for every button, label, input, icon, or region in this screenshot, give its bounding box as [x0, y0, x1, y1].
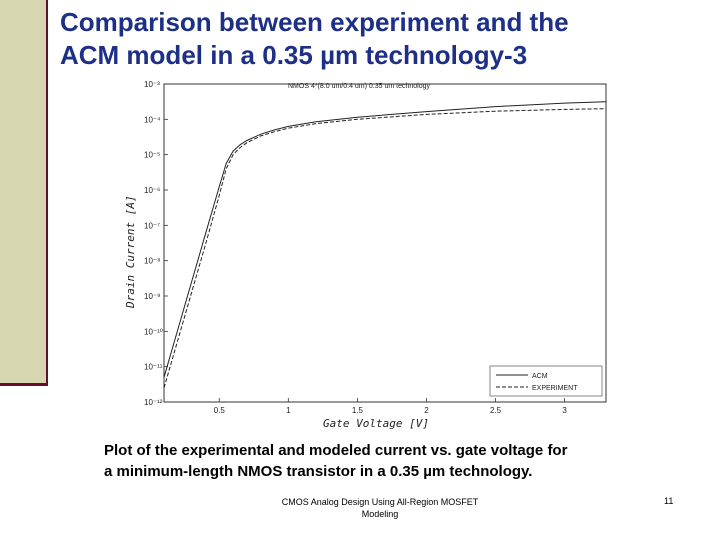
slide-title-line-1: Comparison between experiment and the [60, 7, 569, 37]
footer-line-1: CMOS Analog Design Using All-Region MOSF… [281, 497, 479, 507]
y-tick-label: 10⁻⁶ [144, 186, 160, 195]
slide-title-line-2: ACM model in a 0.35 µm technology-3 [60, 40, 528, 70]
slide-footer: CMOS Analog Design Using All-Region MOSF… [250, 496, 510, 520]
figure-caption: Plot of the experimental and modeled cur… [104, 440, 684, 482]
chart-legend: ACM EXPERIMENT [489, 365, 603, 397]
x-tick-label: 1.5 [352, 406, 364, 415]
legend-experiment-label: EXPERIMENT [532, 385, 578, 392]
x-tick-label: 2 [424, 406, 429, 415]
y-tick-label: 10⁻⁵ [144, 151, 160, 160]
page-number: 11 [664, 496, 674, 506]
slide-title: Comparison between experiment and the AC… [60, 6, 710, 72]
y-tick-label: 10⁻⁸ [144, 257, 161, 266]
caption-line-2: a minimum-length NMOS transistor in a 0.… [104, 463, 533, 480]
legend-acm-label: ACM [532, 373, 548, 380]
chart-svg: NMOS 4*(8.0 um/0.4 um) 0.35 um technolog… [124, 80, 607, 430]
legend-box [489, 365, 603, 397]
y-tick-label: 10⁻⁹ [144, 292, 161, 301]
footer-line-2: Modeling [361, 509, 399, 519]
y-tick-label: 10⁻¹¹ [144, 363, 163, 372]
slide-sidebar [0, 0, 48, 384]
chart-series [163, 101, 607, 389]
x-tick-label: 1 [286, 406, 291, 415]
x-tick-label: 3 [562, 406, 567, 415]
caption-line-1: Plot of the experimental and modeled cur… [104, 442, 568, 459]
x-tick-label: 2.5 [490, 406, 502, 415]
y-tick-label: 10⁻³ [144, 80, 160, 89]
drain-current-chart: NMOS 4*(8.0 um/0.4 um) 0.35 um technolog… [118, 78, 618, 434]
x-axis-label: Gate Voltage [V] [323, 417, 429, 430]
x-axis-ticks: 0.5 1 1.5 2 2.5 3 [214, 398, 567, 415]
plot-frame [163, 83, 607, 403]
y-axis-ticks: 10⁻³ 10⁻⁴ 10⁻⁵ 10⁻⁶ 10⁻⁷ 10⁻⁸ 10⁻⁹ 10⁻¹⁰ 10⁻¹¹ 10… [144, 80, 168, 407]
series-line-experiment [163, 108, 607, 389]
series-line-acm [163, 101, 607, 378]
y-tick-label: 10⁻¹⁰ [144, 327, 163, 336]
sidebar-divider [0, 383, 48, 386]
y-tick-label: 10⁻⁷ [144, 221, 160, 230]
y-axis-label: Drain Current [A] [124, 195, 137, 309]
y-tick-label: 10⁻¹² [144, 398, 163, 407]
chart-title: NMOS 4*(8.0 um/0.4 um) 0.35 um technolog… [288, 83, 431, 90]
y-tick-label: 10⁻⁴ [144, 115, 161, 124]
x-tick-label: 0.5 [214, 406, 226, 415]
